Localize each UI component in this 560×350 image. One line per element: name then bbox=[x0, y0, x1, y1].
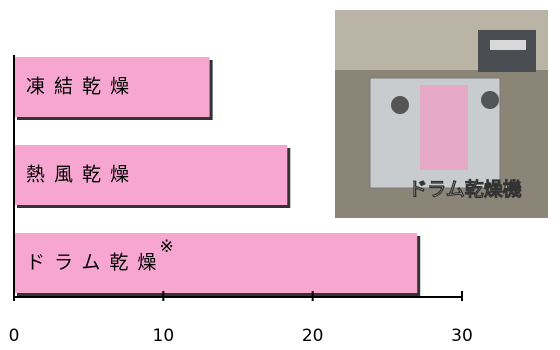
bar-label: 凍結乾燥 bbox=[26, 76, 138, 98]
x-tick-label: 30 bbox=[451, 326, 473, 346]
photo-drum bbox=[420, 85, 468, 170]
x-tick-label: 0 bbox=[9, 326, 20, 346]
x-tick-label: 10 bbox=[153, 326, 175, 346]
photo-panel-label bbox=[490, 40, 526, 50]
x-tick-label: 20 bbox=[302, 326, 324, 346]
bar-label: 熱風乾燥 bbox=[26, 164, 138, 186]
photo-caption: ドラム乾燥機 bbox=[408, 178, 521, 201]
photo-panel bbox=[478, 30, 536, 72]
photo: ドラム乾燥機 bbox=[335, 10, 548, 218]
photo-wheel bbox=[481, 91, 499, 109]
note-mark: ※ bbox=[159, 237, 173, 257]
chart: ドラム乾燥機 凍結乾燥熱風乾燥ドラム乾燥※ 0 10 20 30 bbox=[0, 0, 560, 346]
bar-label: ドラム乾燥 bbox=[26, 252, 165, 274]
photo-wheel bbox=[391, 96, 409, 114]
